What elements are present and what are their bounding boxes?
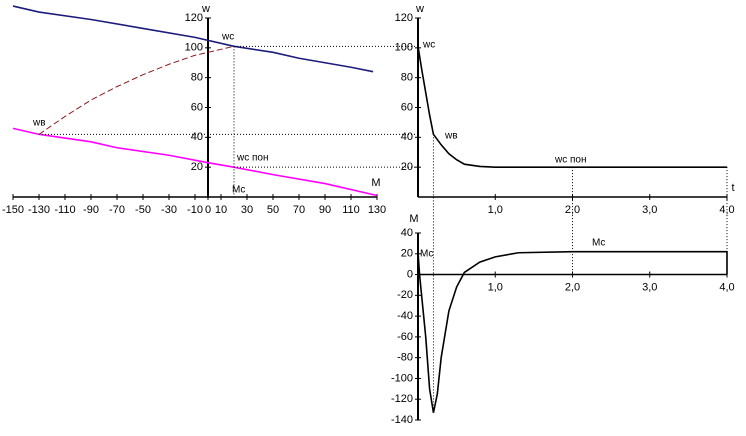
x-tick-label: -110 bbox=[54, 204, 75, 216]
y-tick-label: 100 bbox=[395, 42, 413, 54]
series-line bbox=[417, 250, 728, 413]
x-tick-label: -70 bbox=[109, 204, 125, 216]
y-tick-label: -40 bbox=[397, 310, 413, 322]
x-tick-label: 0 bbox=[205, 204, 211, 216]
x-tick-label: 1,0 bbox=[488, 281, 503, 293]
y-tick-label: -120 bbox=[391, 393, 413, 405]
y-tick-label: 60 bbox=[401, 101, 413, 113]
y-axis-label: M bbox=[409, 213, 418, 225]
x-tick-label: 3,0 bbox=[642, 204, 657, 216]
x-axis-label: t bbox=[731, 182, 734, 194]
y-tick-label: 40 bbox=[191, 131, 203, 143]
x-tick-label: 130 bbox=[368, 204, 386, 216]
x-tick-label: -150 bbox=[2, 204, 24, 216]
y-tick-label: -140 bbox=[391, 414, 413, 426]
x-tick-label: -90 bbox=[83, 204, 99, 216]
y-tick-label: 0 bbox=[407, 268, 413, 280]
y-tick-label: 40 bbox=[401, 131, 413, 143]
annotation: wc пон bbox=[236, 153, 269, 164]
series-line bbox=[417, 46, 727, 168]
series-line bbox=[38, 45, 235, 135]
y-tick-label: -60 bbox=[397, 331, 413, 343]
x-tick-label: 2,0 bbox=[565, 281, 580, 293]
y-tick-label: -100 bbox=[391, 372, 413, 384]
y-tick-label: -20 bbox=[397, 289, 413, 301]
annotation: wв bbox=[32, 118, 46, 129]
x-tick-label: 10 bbox=[215, 204, 227, 216]
annotation: Mc bbox=[420, 249, 433, 260]
x-tick-label: -50 bbox=[135, 204, 151, 216]
x-tick-label: 3,0 bbox=[642, 281, 657, 293]
series-line bbox=[12, 127, 378, 197]
y-tick-label: 60 bbox=[191, 101, 203, 113]
x-axis-label: M bbox=[371, 177, 380, 189]
annotation: Mc bbox=[232, 185, 245, 196]
x-tick-label: 50 bbox=[267, 204, 279, 216]
y-tick-label: 20 bbox=[401, 161, 413, 173]
y-tick-label: 20 bbox=[401, 248, 413, 260]
annotation: wc пон bbox=[554, 155, 587, 166]
y-tick-label: 40 bbox=[401, 227, 413, 239]
annotation: wc bbox=[422, 40, 435, 51]
y-tick-label: 80 bbox=[401, 72, 413, 84]
x-tick-label: 70 bbox=[293, 204, 305, 216]
y-axis-label: w bbox=[415, 3, 424, 15]
x-tick-label: -10 bbox=[187, 204, 203, 216]
y-tick-label: 120 bbox=[395, 12, 413, 24]
annotation: wc bbox=[221, 32, 234, 43]
y-tick-label: 120 bbox=[185, 12, 203, 24]
x-tick-label: -130 bbox=[28, 204, 50, 216]
annotation: wв bbox=[444, 131, 458, 142]
x-tick-label: -30 bbox=[161, 204, 177, 216]
y-tick-label: -80 bbox=[397, 352, 413, 364]
y-tick-label: 100 bbox=[185, 42, 203, 54]
x-tick-label: 4,0 bbox=[719, 281, 734, 293]
x-tick-label: 90 bbox=[319, 204, 331, 216]
y-tick-label: 80 bbox=[191, 72, 203, 84]
annotation: Mc bbox=[592, 238, 605, 249]
y-axis-label: w bbox=[201, 3, 210, 15]
x-tick-label: 1,0 bbox=[488, 204, 503, 216]
x-tick-label: 110 bbox=[342, 204, 360, 216]
y-tick-label: 20 bbox=[191, 161, 203, 173]
x-tick-label: 30 bbox=[241, 204, 253, 216]
